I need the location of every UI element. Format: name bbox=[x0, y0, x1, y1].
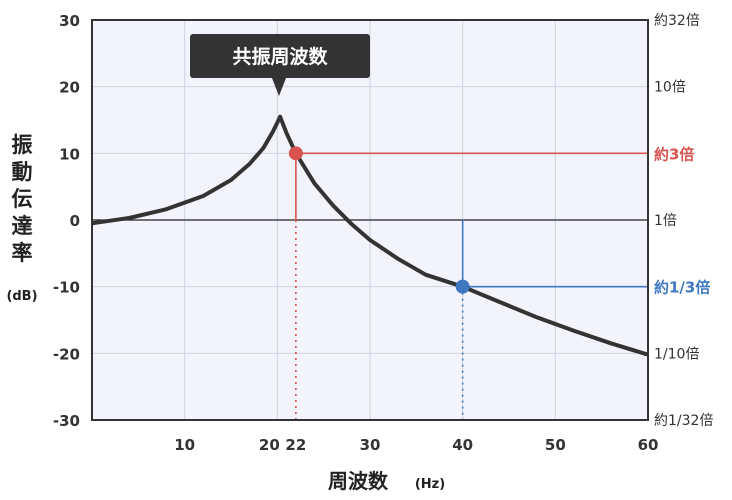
marker-points bbox=[288, 146, 470, 294]
y-tick-label: 30 bbox=[59, 12, 80, 30]
marker-point bbox=[455, 279, 470, 294]
y-axis-label-char: 動 bbox=[12, 160, 33, 184]
marker-lines bbox=[295, 152, 648, 420]
x-axis-ticks: 22 40 10 20 30 50 60 bbox=[174, 436, 658, 454]
right-tick-label: 約32倍 bbox=[654, 13, 700, 29]
y-tick-label: -20 bbox=[53, 345, 80, 363]
callout-label: 共振周波数 bbox=[232, 45, 328, 68]
x-axis-unit: (Hz) bbox=[415, 477, 445, 492]
right-tick-label: 1/10倍 bbox=[654, 346, 699, 362]
x-tick-label: 30 bbox=[360, 436, 381, 454]
right-tick-label: 10倍 bbox=[654, 80, 686, 96]
x-tick-label: 20 bbox=[259, 436, 280, 454]
y-axis-label-char: 振 bbox=[12, 133, 33, 157]
y-axis-label-char: 率 bbox=[12, 241, 33, 265]
x-tick-label: 60 bbox=[638, 436, 659, 454]
y-axis-label-char: 伝 bbox=[12, 187, 33, 211]
y-axis-label-char: 達 bbox=[12, 214, 33, 238]
resonance-callout: 共振周波数 bbox=[190, 34, 370, 96]
marker-right-label: 約3倍 bbox=[654, 145, 694, 163]
plot-frame bbox=[91, 19, 649, 421]
marker-x-label: 40 bbox=[452, 436, 473, 454]
marker-right-label: 約1/3倍 bbox=[654, 279, 710, 297]
callout-box bbox=[190, 34, 370, 78]
y-tick-label: 20 bbox=[59, 79, 80, 97]
transmissibility-curve bbox=[91, 114, 649, 357]
callout-pointer bbox=[272, 78, 286, 96]
x-tick-label: 10 bbox=[174, 436, 195, 454]
x-tick-label: 50 bbox=[545, 436, 566, 454]
y-tick-label: 10 bbox=[59, 145, 80, 163]
y-axis-unit: (dB) bbox=[6, 289, 37, 304]
marker-point bbox=[288, 146, 303, 161]
y-tick-label: 0 bbox=[70, 212, 80, 230]
y-tick-label: -10 bbox=[53, 279, 80, 297]
x-axis-label: 周波数 bbox=[328, 469, 389, 493]
right-tick-label: 1倍 bbox=[654, 213, 677, 229]
right-tick-label: 約1/32倍 bbox=[654, 413, 713, 429]
marker-x-label: 22 bbox=[285, 436, 306, 454]
y-axis-ticks: 30 20 10 0 -10 -20 -30 bbox=[53, 12, 80, 430]
y-tick-label: -30 bbox=[53, 412, 80, 430]
